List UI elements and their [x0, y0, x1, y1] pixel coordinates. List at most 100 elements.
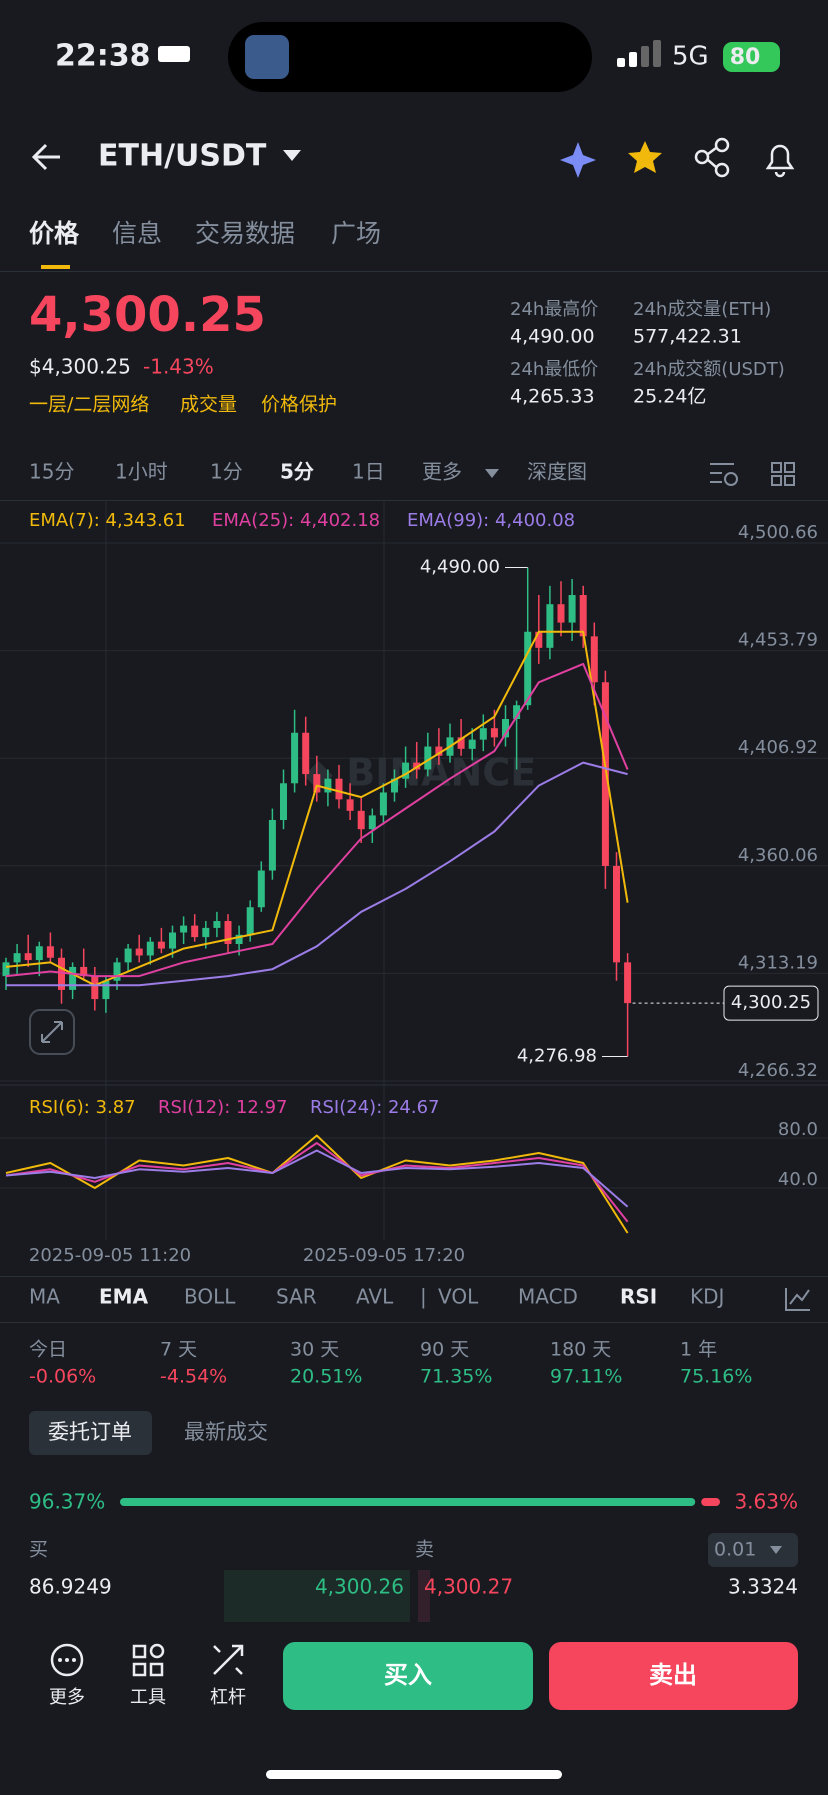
pair[interactable]: ETH/USDT [98, 139, 267, 174]
leverage-icon[interactable] [213, 1644, 244, 1675]
back-button[interactable] [31, 143, 60, 171]
tools-icon[interactable] [132, 1643, 165, 1677]
candle-body [590, 636, 598, 683]
stat-value: 4,265.33 [510, 386, 595, 408]
precision-select[interactable] [708, 1533, 798, 1567]
candle-body [58, 957, 65, 990]
candle-body [246, 907, 254, 935]
interval[interactable]: 1分 [210, 460, 243, 484]
orderbook-tab[interactable]: 委托订单 [48, 1420, 132, 1444]
interval[interactable]: 5分 [280, 460, 314, 484]
candle-body [35, 946, 43, 961]
share-icon[interactable] [694, 137, 730, 178]
tab[interactable]: 广场 [331, 219, 381, 248]
candle-body [391, 778, 398, 793]
tag[interactable]: 价格保护 [261, 394, 337, 416]
interval[interactable]: 1小时 [115, 460, 168, 484]
candle-body [601, 682, 609, 866]
y-tick-label: 4,453.79 [738, 630, 818, 651]
candle-body [435, 746, 443, 756]
candle-body [402, 762, 410, 779]
candle-body [13, 953, 21, 963]
stat-value: 25.24亿 [633, 386, 706, 408]
candle-body [324, 778, 332, 793]
rsi-legend: RSI(12): 12.97 [158, 1097, 288, 1118]
candle-body [213, 921, 221, 928]
candle-body [291, 732, 299, 784]
divider [0, 500, 828, 501]
favorite-icon[interactable] [628, 141, 662, 173]
ema-line [5, 662, 629, 978]
indicator-tab[interactable]: SAR [276, 1285, 317, 1309]
y-tick-label: 4,266.32 [738, 1060, 818, 1081]
y-tick-label: 4,406.92 [738, 737, 818, 758]
indicator-tab[interactable]: KDJ [690, 1285, 724, 1309]
candle-body [169, 932, 176, 949]
orderbook-tab[interactable]: 最新成交 [184, 1420, 268, 1444]
ema-legend: EMA(7): 4,343.61 [29, 510, 186, 531]
buy-ratio-bar [120, 1498, 696, 1506]
candle-body [24, 953, 32, 961]
y-tick-label: 80.0 [778, 1119, 818, 1140]
settings-icon[interactable] [710, 463, 738, 486]
rsi-line [5, 1134, 629, 1234]
ask-price: 4,300.27 [424, 1575, 513, 1599]
interval[interactable]: 更多 [422, 460, 462, 484]
candle-body [191, 925, 199, 938]
precision: 0.01 [714, 1539, 756, 1561]
candle-body [2, 962, 10, 977]
action-label[interactable]: 工具 [130, 1687, 166, 1708]
indicator-tab[interactable]: RSI [620, 1285, 657, 1309]
y-tick-label: 4,360.06 [738, 845, 818, 866]
sell-button[interactable] [549, 1642, 798, 1710]
sell-label[interactable]: 卖出 [649, 1661, 697, 1689]
period-label: 180 天 [550, 1339, 611, 1361]
tab[interactable]: 交易数据 [195, 219, 295, 248]
candle-body [180, 925, 188, 933]
candle-body [124, 948, 132, 963]
fullscreen-button[interactable] [29, 1009, 75, 1055]
indicator-tab[interactable]: BOLL [184, 1285, 236, 1309]
interval[interactable]: 15分 [29, 460, 74, 484]
interval[interactable]: 深度图 [527, 460, 587, 484]
rsi-legend: RSI(24): 24.67 [310, 1097, 440, 1118]
candle-body [335, 778, 343, 800]
chart-settings-icon[interactable] [785, 1288, 810, 1311]
indicator-tab[interactable]: AVL [356, 1285, 394, 1309]
indicator-tab[interactable]: VOL [438, 1285, 479, 1309]
candle-body [535, 631, 543, 648]
candle-body [113, 962, 121, 981]
action-label[interactable]: 更多 [49, 1687, 85, 1708]
period-label: 1 年 [680, 1339, 717, 1361]
more-icon[interactable] [50, 1643, 84, 1677]
candle-body [513, 705, 521, 719]
candle-body [568, 595, 576, 623]
indicator-tab[interactable]: MA [29, 1285, 60, 1309]
tag[interactable]: 成交量 [180, 394, 237, 416]
candle-body [468, 739, 476, 749]
ai-icon[interactable] [560, 142, 596, 178]
indicator-tab[interactable]: EMA [99, 1285, 149, 1309]
tag[interactable]: 一层/二层网络 [29, 394, 149, 416]
dropdown-arrow[interactable] [485, 469, 499, 478]
tab[interactable]: 价格 [29, 219, 80, 248]
period-change: 75.16% [680, 1366, 752, 1388]
period-label: 7 天 [160, 1339, 197, 1361]
clock: 22:38 [55, 39, 151, 74]
tab[interactable]: 信息 [112, 219, 162, 248]
layout-icon[interactable] [771, 462, 795, 486]
action-label[interactable]: 杠杆 [210, 1687, 246, 1708]
signal-icon [617, 40, 661, 67]
indicator-tab[interactable]: MACD [518, 1285, 578, 1309]
buy-label[interactable]: 买入 [384, 1661, 432, 1689]
high-label: 4,490.00 [420, 556, 500, 577]
bid-amount: 86.9249 [29, 1575, 112, 1599]
precision-arrow [770, 1546, 782, 1554]
buy-button[interactable] [283, 1642, 533, 1710]
y-tick-label: 4,500.66 [738, 522, 818, 543]
candle-body [302, 732, 310, 775]
candle-body [368, 815, 376, 830]
alert-icon[interactable] [765, 144, 795, 178]
interval[interactable]: 1日 [352, 460, 385, 484]
pair-dropdown[interactable] [283, 150, 301, 161]
